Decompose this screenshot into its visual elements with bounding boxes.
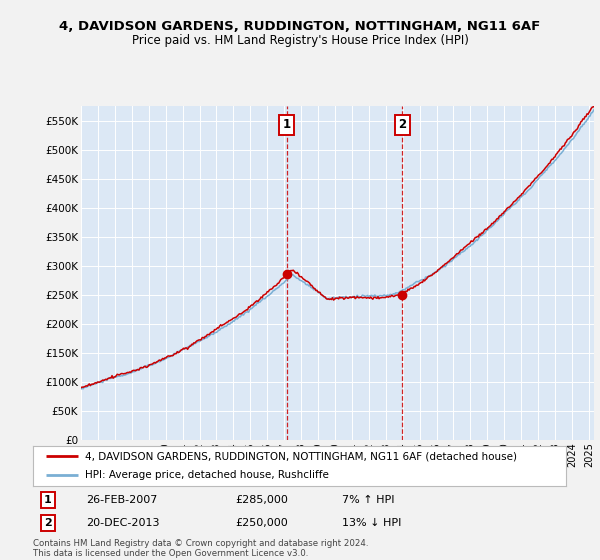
- Text: £250,000: £250,000: [235, 517, 288, 528]
- Text: 20-DEC-2013: 20-DEC-2013: [86, 517, 160, 528]
- Text: 2: 2: [44, 517, 52, 528]
- Text: Price paid vs. HM Land Registry's House Price Index (HPI): Price paid vs. HM Land Registry's House …: [131, 34, 469, 47]
- Text: 26-FEB-2007: 26-FEB-2007: [86, 495, 158, 505]
- Text: 13% ↓ HPI: 13% ↓ HPI: [342, 517, 401, 528]
- Text: 7% ↑ HPI: 7% ↑ HPI: [342, 495, 395, 505]
- Text: Contains HM Land Registry data © Crown copyright and database right 2024.
This d: Contains HM Land Registry data © Crown c…: [33, 539, 368, 558]
- Text: HPI: Average price, detached house, Rushcliffe: HPI: Average price, detached house, Rush…: [85, 470, 329, 480]
- Text: 1: 1: [283, 118, 291, 131]
- Text: 2: 2: [398, 118, 406, 131]
- Text: 4, DAVIDSON GARDENS, RUDDINGTON, NOTTINGHAM, NG11 6AF: 4, DAVIDSON GARDENS, RUDDINGTON, NOTTING…: [59, 20, 541, 34]
- Text: 1: 1: [44, 495, 52, 505]
- Text: £285,000: £285,000: [235, 495, 289, 505]
- Text: 4, DAVIDSON GARDENS, RUDDINGTON, NOTTINGHAM, NG11 6AF (detached house): 4, DAVIDSON GARDENS, RUDDINGTON, NOTTING…: [85, 451, 517, 461]
